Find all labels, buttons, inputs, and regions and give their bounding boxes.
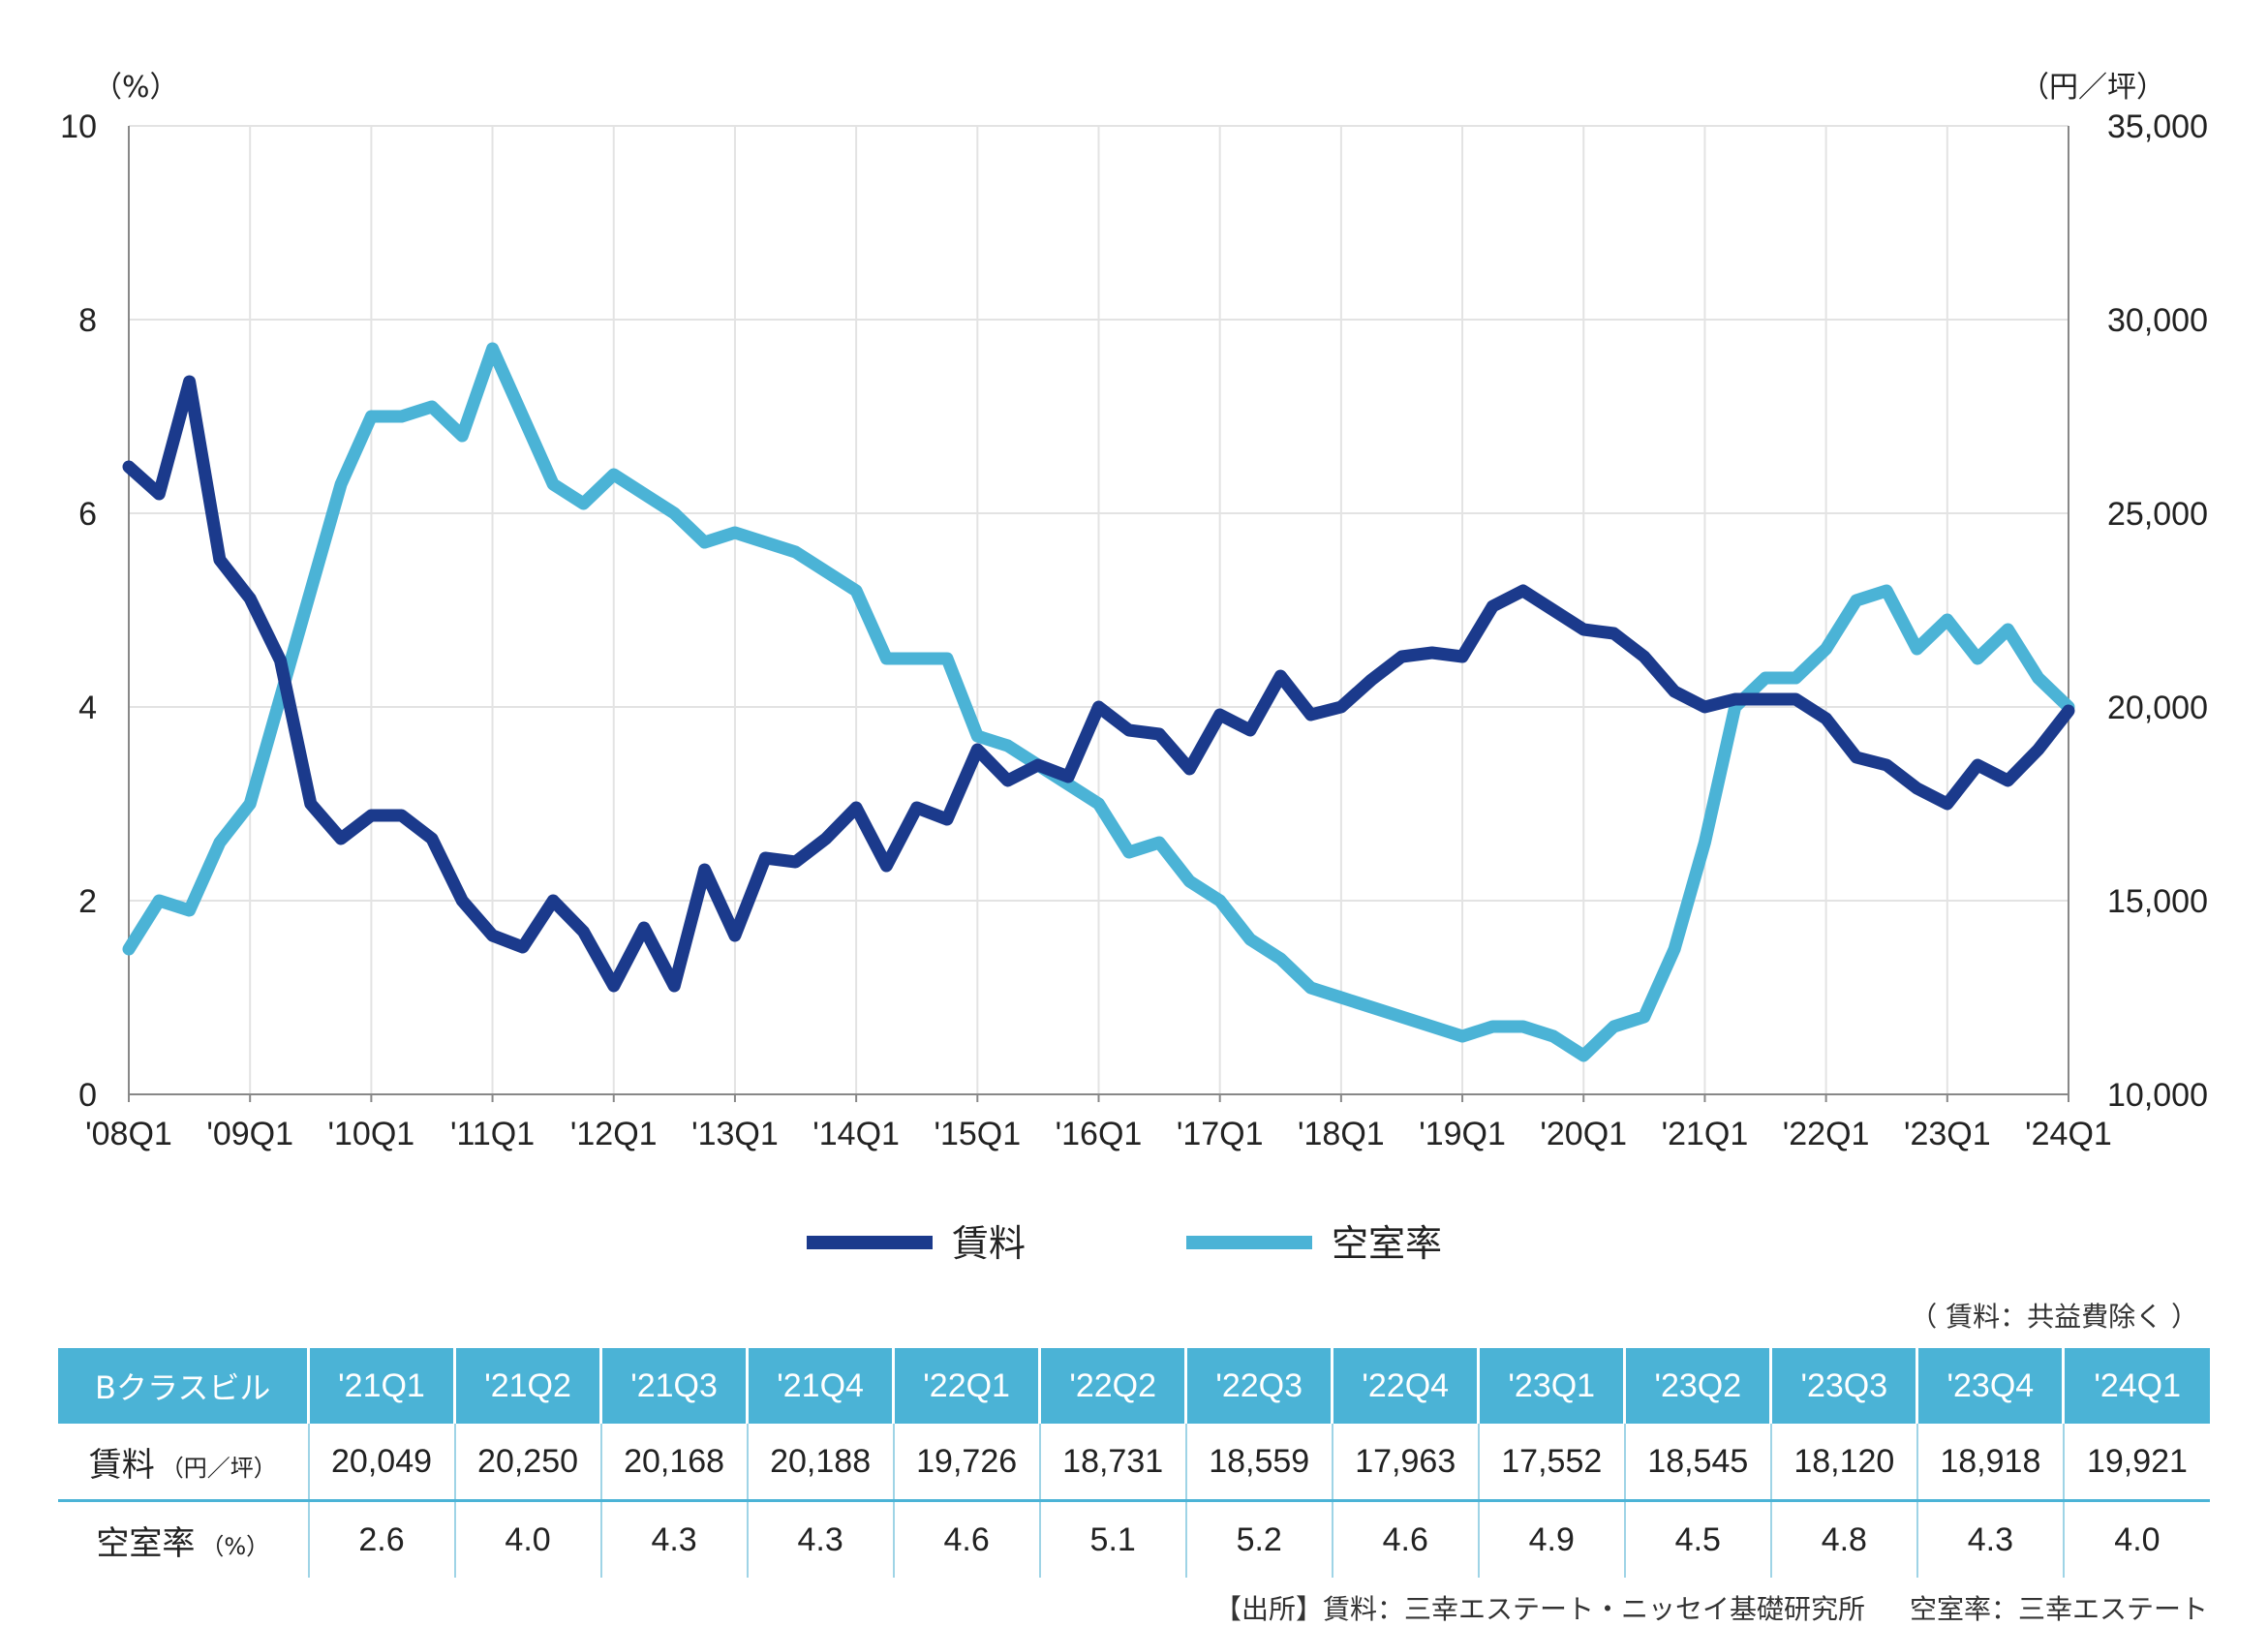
left-tick-label: 4 [78, 690, 97, 726]
source-left: 【出所】賃料：三幸エステート・ニッセイ基礎研究所 [1213, 1593, 1865, 1625]
table-cell: 2.6 [307, 1500, 455, 1578]
source-credit: 【出所】賃料：三幸エステート・ニッセイ基礎研究所 空室率：三幸エステート [1214, 1588, 2208, 1627]
table-cell: 4.6 [1331, 1500, 1479, 1578]
table-column-header: '22Q3 [1184, 1348, 1333, 1424]
table-column-header: '21Q2 [453, 1348, 601, 1424]
x-tick-label: '09Q1 [206, 1116, 293, 1152]
x-tick-label: '18Q1 [1298, 1116, 1385, 1152]
table-cell: 17,963 [1331, 1424, 1479, 1502]
x-tick-label: '23Q1 [1904, 1116, 1991, 1152]
table-corner-label: Bクラスビル [58, 1348, 309, 1424]
x-tick-label: '12Q1 [570, 1116, 658, 1152]
table-row-vacancy: 空室率 （%） 2.6 4.0 4.3 4.3 4.6 5.1 5.2 4.6 4.9 4.5 4.8… [58, 1500, 2210, 1579]
left-tick-label: 10 [60, 108, 97, 145]
table-cell: 4.8 [1769, 1500, 1917, 1578]
table-column-header: '24Q1 [2062, 1348, 2210, 1424]
table-column-header: '23Q4 [1916, 1348, 2064, 1424]
table-column-header: '23Q3 [1769, 1348, 1917, 1424]
table-cell: 18,559 [1184, 1424, 1333, 1502]
right-tick-label: 35,000 [2107, 108, 2208, 145]
legend-label-rent: 賃料 [952, 1222, 1026, 1265]
table-cell: 20,049 [307, 1424, 455, 1502]
right-axis-unit: （円／坪） [2020, 71, 2165, 105]
table-row-rent: 賃料 （円／坪） 20,049 20,250 20,168 20,188 19,726 18… [58, 1424, 2210, 1502]
x-tick-label: '21Q1 [1662, 1116, 1749, 1152]
chart: 0 2 4 6 8 10 10,000 15,000 20,000 25,000 30,000 35,… [60, 71, 2208, 1265]
left-tick-label: 0 [78, 1077, 97, 1114]
table-cell: 4.9 [1477, 1500, 1625, 1578]
x-tick-label: '20Q1 [1540, 1116, 1627, 1152]
table-cell: 18,545 [1623, 1424, 1771, 1502]
right-tick-label: 25,000 [2107, 496, 2208, 533]
right-tick-label: 20,000 [2107, 690, 2208, 726]
table-cell: 18,120 [1769, 1424, 1917, 1502]
x-tick-label: '11Q1 [450, 1116, 535, 1152]
table-cell: 4.5 [1623, 1500, 1771, 1578]
table-cell: 18,918 [1916, 1424, 2064, 1502]
table-cell: 19,921 [2062, 1424, 2210, 1502]
x-tick-label: '13Q1 [691, 1116, 779, 1152]
axes: 0 2 4 6 8 10 10,000 15,000 20,000 25,000 30,000 35,… [60, 108, 2208, 1152]
table-column-header: '21Q3 [599, 1348, 748, 1424]
table-column-header: '23Q1 [1477, 1348, 1625, 1424]
x-tick-label: '17Q1 [1177, 1116, 1264, 1152]
legend: 賃料 空室率 [807, 1222, 1442, 1265]
x-tick-label: '08Q1 [85, 1116, 172, 1152]
table-header-row: Bクラスビル '21Q1'21Q2'21Q3'21Q4'22Q1'22Q2'22… [58, 1348, 2210, 1424]
table-cell: 17,552 [1477, 1424, 1625, 1502]
x-tick-label: '16Q1 [1056, 1116, 1143, 1152]
table-column-header: '21Q1 [306, 1348, 455, 1424]
table-cell: 4.3 [1916, 1500, 2064, 1578]
table-cell: 20,250 [453, 1424, 601, 1502]
x-tick-label: '24Q1 [2025, 1116, 2112, 1152]
row-label-unit: （円／坪） [160, 1454, 277, 1482]
table-column-header: '22Q1 [892, 1348, 1040, 1424]
right-tick-label: 30,000 [2107, 302, 2208, 339]
left-tick-label: 8 [78, 302, 97, 339]
left-tick-label: 2 [78, 883, 97, 920]
table-cell: 5.2 [1184, 1500, 1333, 1578]
table-cell: 4.0 [2062, 1500, 2210, 1578]
table-column-header: '22Q2 [1038, 1348, 1186, 1424]
right-tick-label: 10,000 [2107, 1077, 2208, 1114]
grid [129, 125, 2069, 1094]
chart-note: （ 賃料：共益費除く ） [1910, 1301, 2198, 1333]
row-label-unit: （%） [200, 1532, 270, 1560]
table-cell: 4.3 [746, 1500, 894, 1578]
table-column-header: '23Q2 [1623, 1348, 1771, 1424]
table-row-label: 賃料 （円／坪） [58, 1424, 309, 1502]
table-cell: 5.1 [1038, 1500, 1186, 1578]
x-tick-label: '14Q1 [812, 1116, 900, 1152]
table-cell: 19,726 [892, 1424, 1040, 1502]
table-column-header: '21Q4 [746, 1348, 894, 1424]
row-label-text: 賃料 [88, 1445, 155, 1485]
x-tick-label: '19Q1 [1419, 1116, 1506, 1152]
left-tick-label: 6 [78, 496, 97, 533]
table-cell: 4.0 [453, 1500, 601, 1578]
table-cell: 4.3 [599, 1500, 748, 1578]
data-table: Bクラスビル '21Q1'21Q2'21Q3'21Q4'22Q1'22Q2'22… [58, 1348, 2210, 1578]
table-row-label: 空室率 （%） [58, 1501, 309, 1579]
right-tick-label: 15,000 [2107, 883, 2208, 920]
x-tick-label: '22Q1 [1783, 1116, 1870, 1152]
series-lines [122, 342, 2075, 1062]
table-cell: 20,188 [746, 1424, 894, 1502]
x-tick-label: '10Q1 [328, 1116, 415, 1152]
table-cell: 18,731 [1038, 1424, 1186, 1502]
left-axis-unit: （%） [93, 71, 179, 105]
table-cell: 20,168 [599, 1424, 748, 1502]
row-label-text: 空室率 [96, 1523, 196, 1563]
source-right: 空室率：三幸エステート [1909, 1593, 2208, 1625]
table-cell: 4.6 [892, 1500, 1040, 1578]
x-tick-label: '15Q1 [934, 1116, 1021, 1152]
table-column-header: '22Q4 [1331, 1348, 1479, 1424]
legend-label-vacancy: 空室率 [1332, 1222, 1442, 1265]
series-line-rent [122, 375, 2075, 993]
